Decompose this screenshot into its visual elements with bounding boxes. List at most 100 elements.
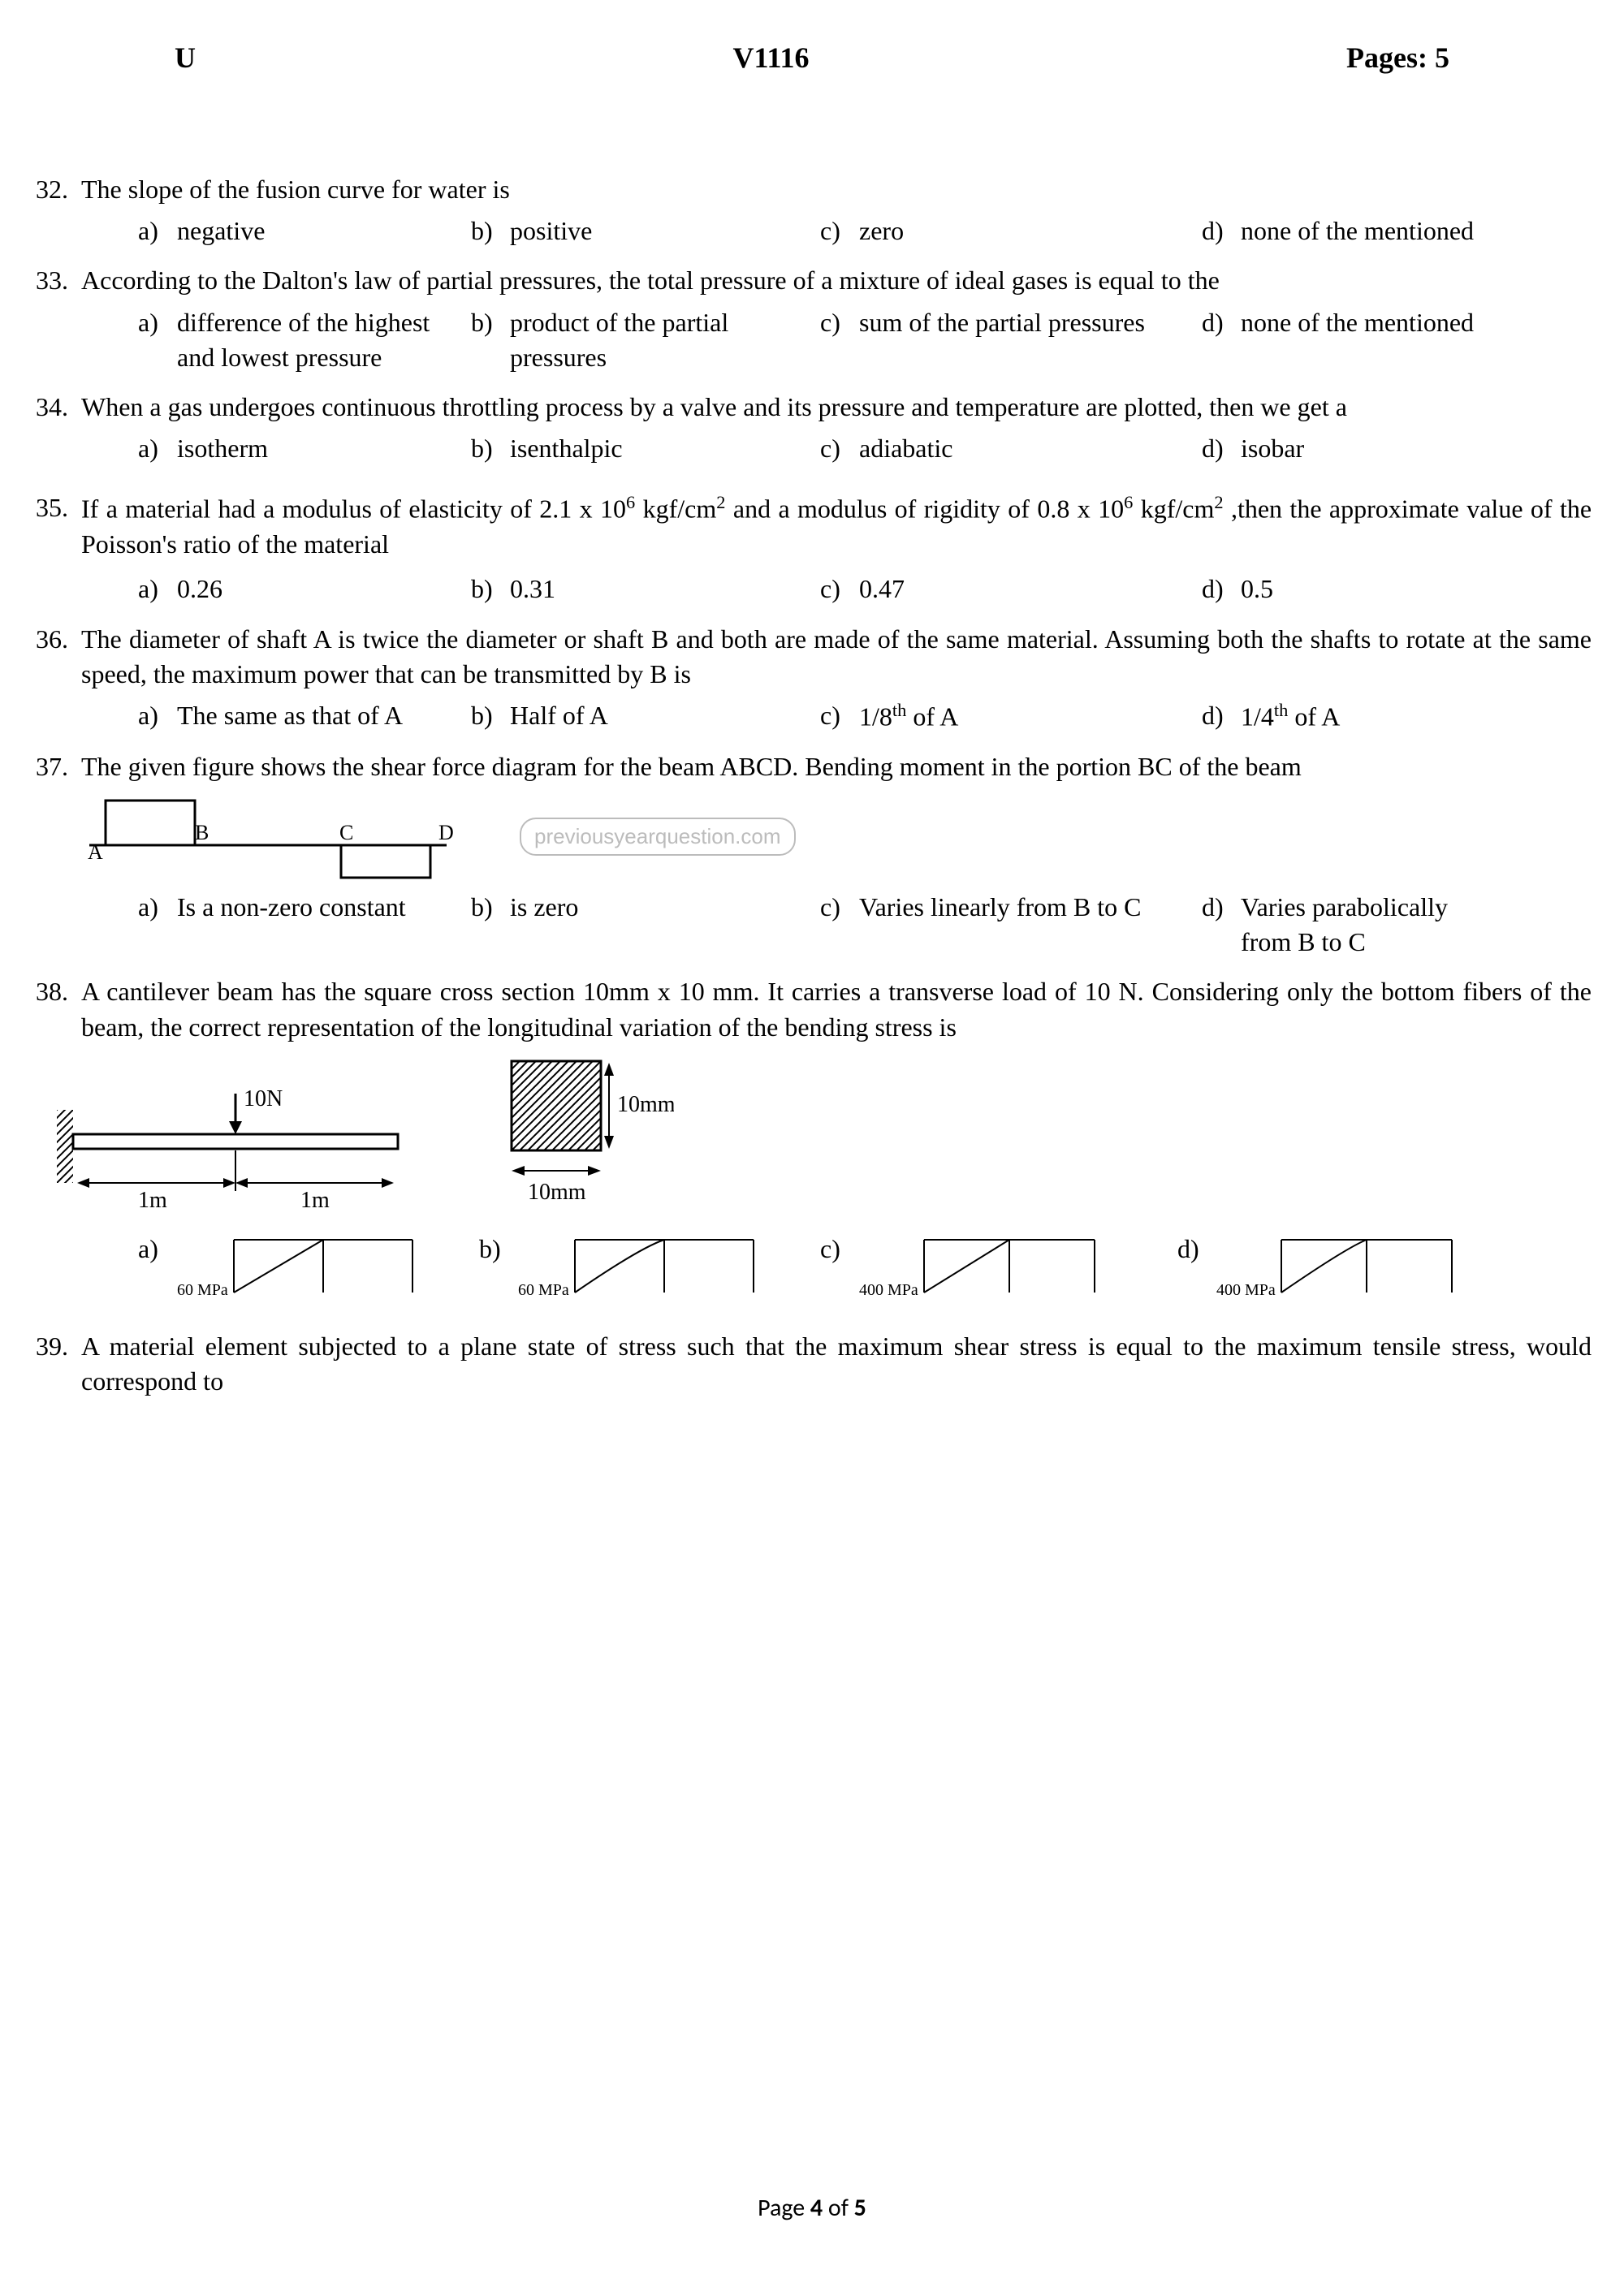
header-right: Pages: 5 [1346, 41, 1449, 75]
opt-text: zero [859, 214, 920, 248]
q-stem: A cantilever beam has the square cross s… [81, 974, 1592, 1044]
opt-text: 1/8th of A [859, 698, 974, 735]
sup: th [892, 700, 906, 720]
opt-text: none of the mentioned [1241, 214, 1490, 248]
q-number: 34. [32, 390, 81, 425]
stem-part: If a material had a modulus of elasticit… [81, 494, 626, 524]
q-stem: According to the Dalton's law of partial… [81, 263, 1592, 298]
opt-letter: a) [138, 1232, 177, 1267]
stress-diagram-a: 60 MPa [177, 1232, 421, 1305]
sfd-figure: A B C D previousyearquestion.com [81, 792, 1592, 882]
label-A: A [88, 840, 103, 864]
mpa-label: 400 MPa [1216, 1281, 1276, 1299]
sup: 2 [1214, 492, 1223, 512]
q-stem: When a gas undergoes continuous throttli… [81, 390, 1592, 425]
opt-text: 0.26 [177, 572, 239, 606]
opt-letter: d) [1202, 890, 1241, 925]
q-number: 35. [32, 490, 81, 562]
opt-letter: a) [138, 431, 177, 466]
opt-letter: a) [138, 214, 177, 248]
opt-text: Varies parabolically from B to C [1241, 890, 1510, 960]
opt-text: 0.47 [859, 572, 921, 606]
mpa-label: 60 MPa [518, 1281, 569, 1299]
opt-text: difference of the highest and lowest pre… [177, 305, 463, 375]
opt-letter: a) [138, 890, 177, 925]
opt-text: 0.31 [510, 572, 572, 606]
opt-letter: b) [471, 431, 510, 466]
opt-text: isenthalpic [510, 431, 639, 466]
q-number: 36. [32, 622, 81, 692]
page-total: 5 [854, 2193, 866, 2223]
stem-part: kgf/cm [1133, 494, 1214, 524]
opt-text: Varies linearly from B to C [859, 890, 1157, 925]
dim-1m: 1m [300, 1188, 330, 1213]
question-36: 36. The diameter of shaft A is twice the… [32, 622, 1592, 735]
opt-letter: c) [820, 431, 859, 466]
sup: 2 [716, 492, 725, 512]
mpa-label: 400 MPa [859, 1281, 918, 1299]
opt-text: The same as that of A [177, 698, 419, 733]
opt-text: none of the mentioned [1241, 305, 1490, 340]
dim-10mm-v: 10mm [617, 1092, 674, 1117]
label-C: C [339, 821, 353, 844]
opt-text: 1/4th of A [1241, 698, 1356, 735]
opt-letter: c) [820, 890, 859, 925]
load-label: 10N [244, 1086, 283, 1111]
opt-letter: d) [1202, 572, 1241, 606]
stress-diagram-b: 60 MPa [518, 1232, 762, 1305]
beam-figure: 10N 1m 1m 10mm 10mm [57, 1053, 1592, 1215]
question-34: 34. When a gas undergoes continuous thro… [32, 390, 1592, 466]
stem-part: kgf/cm [635, 494, 716, 524]
opt-letter: c) [820, 214, 859, 248]
opt-letter: b) [471, 572, 510, 606]
opt-letter: b) [479, 1232, 518, 1267]
q-stem: A material element subjected to a plane … [81, 1329, 1592, 1399]
opt-letter: a) [138, 698, 177, 733]
opt-text: is zero [510, 890, 594, 925]
question-39: 39. A material element subjected to a pl… [32, 1329, 1592, 1399]
opt-text: isobar [1241, 431, 1320, 466]
opt-text: isotherm [177, 431, 284, 466]
opt-letter: d) [1177, 1232, 1216, 1267]
stress-diagram-d: 400 MPa [1216, 1232, 1460, 1305]
page-current: 4 [810, 2193, 823, 2223]
q-stem: The diameter of shaft A is twice the dia… [81, 622, 1592, 692]
q-number: 39. [32, 1329, 81, 1399]
sfd-diagram: A B C D [81, 792, 455, 882]
question-33: 33. According to the Dalton's law of par… [32, 263, 1592, 375]
txt: of A [1288, 702, 1340, 732]
page-of: of [823, 2193, 854, 2223]
opt-letter: d) [1202, 431, 1241, 466]
stress-diagram-c: 400 MPa [859, 1232, 1103, 1305]
opt-letter: b) [471, 890, 510, 925]
opt-text: positive [510, 214, 608, 248]
opt-text: product of the partial pressures [510, 305, 812, 375]
question-38: 38. A cantilever beam has the square cro… [32, 974, 1592, 1304]
opt-letter: c) [820, 305, 859, 340]
header-center: V1116 [733, 41, 810, 75]
opt-letter: c) [820, 572, 859, 606]
opt-text: negative [177, 214, 281, 248]
opt-text: Is a non-zero constant [177, 890, 422, 925]
opt-letter: a) [138, 572, 177, 606]
page-header: U V1116 Pages: 5 [32, 41, 1592, 75]
q-stem: The slope of the fusion curve for water … [81, 172, 1592, 207]
opt-letter: d) [1202, 214, 1241, 248]
cantilever-diagram: 10N 1m 1m [57, 1085, 414, 1215]
txt: 1/8 [859, 702, 892, 732]
q-number: 37. [32, 749, 81, 784]
stem-part: and a modulus of rigidity of 0.8 x 10 [725, 494, 1124, 524]
sup: th [1274, 700, 1288, 720]
q-number: 32. [32, 172, 81, 207]
opt-letter: a) [138, 305, 177, 340]
opt-letter: b) [471, 698, 510, 733]
mpa-label: 60 MPa [177, 1281, 228, 1299]
question-32: 32. The slope of the fusion curve for wa… [32, 172, 1592, 248]
q-number: 33. [32, 263, 81, 298]
page-footer: Page 4 of 5 [0, 2193, 1624, 2223]
question-35: 35. If a material had a modulus of elast… [32, 490, 1592, 606]
sup: 6 [1124, 492, 1133, 512]
dim-10mm-h: 10mm [528, 1180, 586, 1205]
opt-text: adiabatic [859, 431, 969, 466]
sup: 6 [626, 492, 635, 512]
